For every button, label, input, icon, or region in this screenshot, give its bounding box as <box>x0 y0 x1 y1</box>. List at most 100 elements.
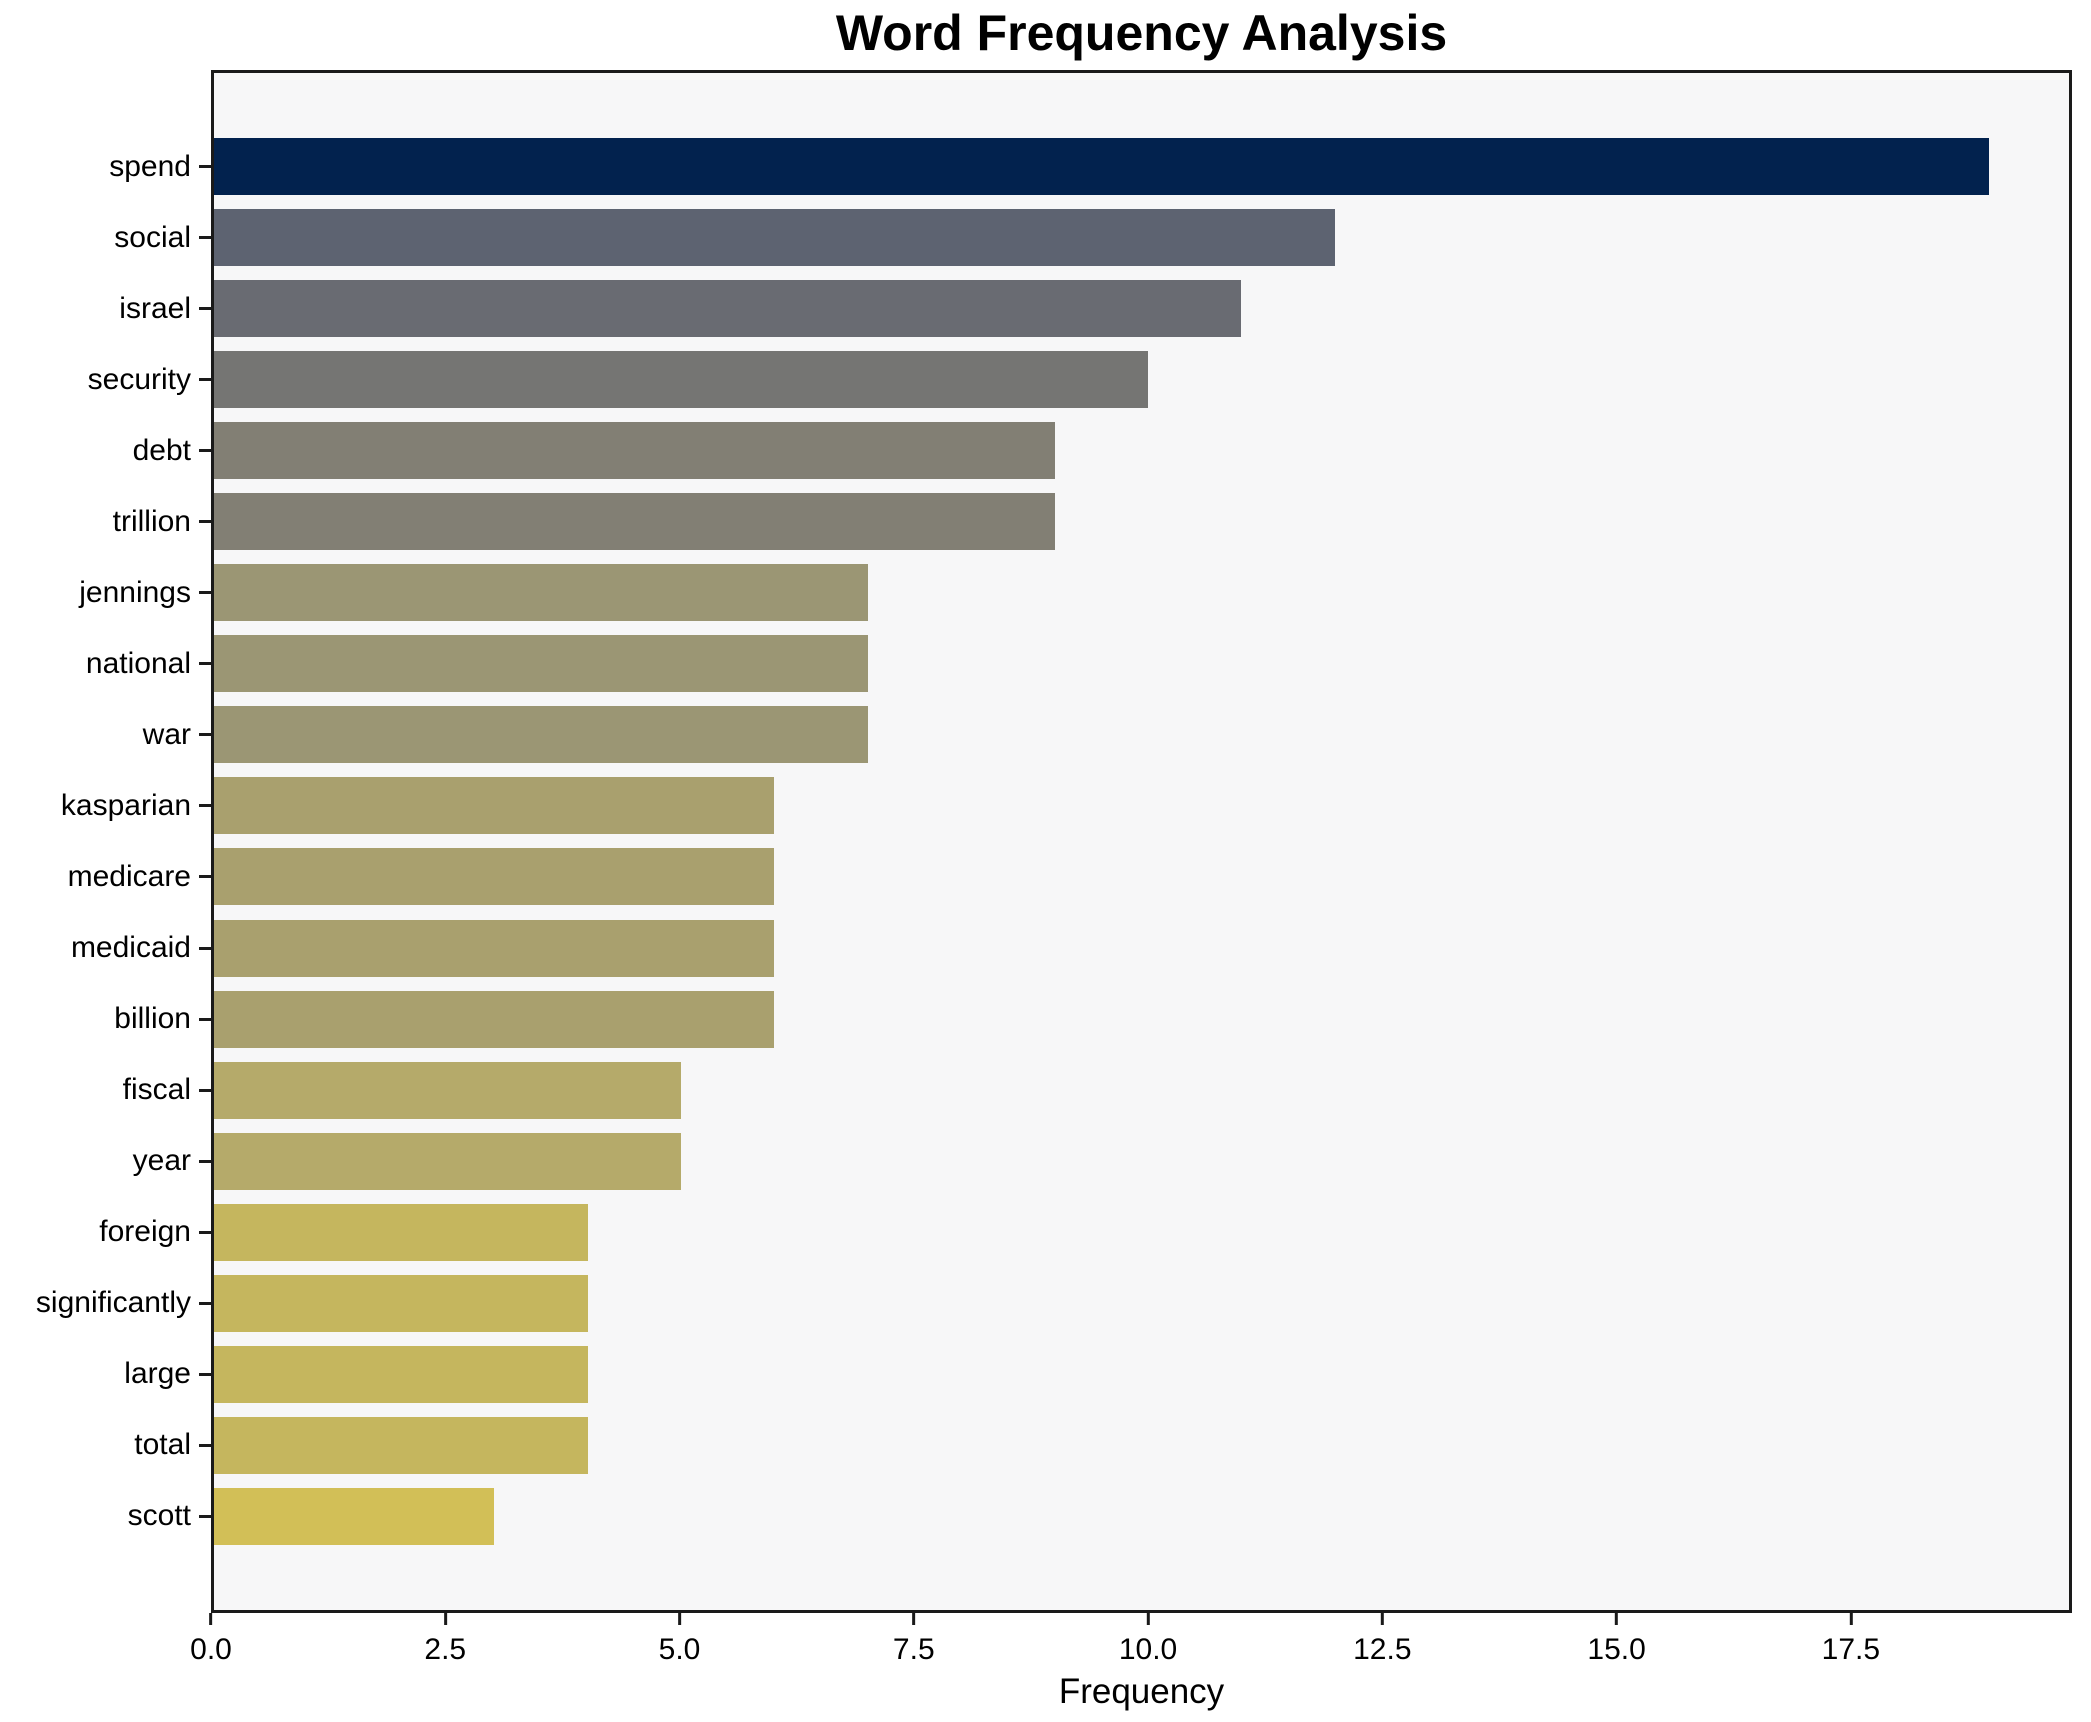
y-tick-label: scott <box>127 1499 191 1533</box>
y-tick-label: trillion <box>112 504 191 538</box>
y-tick-label: total <box>134 1428 191 1462</box>
x-tick: 5.0 <box>658 1613 701 1666</box>
bar <box>214 848 775 906</box>
y-tick: social <box>0 209 211 266</box>
bar-row <box>214 990 2069 1048</box>
plot-area <box>211 70 2072 1613</box>
y-tick-label: kasparian <box>60 788 191 822</box>
bar <box>214 351 1149 409</box>
bar-row <box>214 706 2069 764</box>
x-tick-label: 7.5 <box>892 1633 935 1666</box>
x-tick: 7.5 <box>893 1613 935 1665</box>
y-tick: fiscal <box>0 1062 211 1119</box>
x-tick-label: 5.0 <box>658 1633 701 1666</box>
bar <box>214 1132 682 1190</box>
y-tick: large <box>0 1346 211 1403</box>
y-tick-label: israel <box>119 291 191 325</box>
bar-row <box>214 1203 2069 1261</box>
y-tick-mark <box>199 946 211 950</box>
bar <box>214 1416 588 1474</box>
y-tick-mark <box>199 1088 211 1092</box>
bar <box>214 564 868 622</box>
y-tick: jennings <box>0 564 211 621</box>
y-tick-label: year <box>132 1144 191 1178</box>
y-tick: significantly <box>0 1275 211 1332</box>
y-axis: spend social israel security debt trillion jen… <box>0 73 211 1610</box>
bar-row <box>214 1132 2069 1190</box>
bar <box>214 1203 588 1261</box>
x-tick: 0.0 <box>190 1613 232 1665</box>
x-tick-label: 17.5 <box>1821 1633 1881 1666</box>
y-tick-label: medicaid <box>70 931 191 965</box>
x-tick: 10.0 <box>1119 1613 1177 1665</box>
y-tick-label: jennings <box>79 575 191 609</box>
y-tick-mark <box>199 1514 211 1518</box>
bars-container <box>214 73 2069 1610</box>
y-tick-mark <box>199 733 211 737</box>
bar-row <box>214 351 2069 409</box>
y-tick-label: foreign <box>99 1215 191 1249</box>
bar-row <box>214 1061 2069 1119</box>
x-tick-label: 15.0 <box>1587 1633 1646 1666</box>
y-tick-label: spend <box>109 149 191 183</box>
bar-row <box>214 1274 2069 1332</box>
bar-row <box>214 848 2069 906</box>
y-tick-label: fiscal <box>122 1073 191 1107</box>
bar <box>214 1345 588 1403</box>
y-tick-mark <box>199 1443 211 1447</box>
y-tick-mark <box>199 1230 211 1234</box>
bar <box>214 919 775 977</box>
y-tick-label: social <box>114 220 191 254</box>
bar <box>214 493 1055 551</box>
bar <box>214 777 775 835</box>
bar-row <box>214 280 2069 338</box>
y-tick: war <box>0 706 211 763</box>
bar <box>214 706 868 764</box>
bar <box>214 990 775 1048</box>
y-tick-mark <box>199 662 211 666</box>
y-tick: national <box>0 635 211 692</box>
y-tick-label: security <box>87 362 191 396</box>
x-tick-mark <box>1615 1613 1619 1625</box>
x-tick-label: 10.0 <box>1118 1633 1178 1666</box>
chart-title: Word Frequency Analysis <box>835 5 1448 61</box>
y-tick: foreign <box>0 1204 211 1261</box>
bar <box>214 1061 682 1119</box>
y-tick-mark <box>199 378 211 382</box>
bar-row <box>214 1416 2069 1474</box>
y-tick-mark <box>199 1372 211 1376</box>
y-tick: spend <box>0 138 211 195</box>
bar <box>214 280 1242 338</box>
x-tick: 15.0 <box>1587 1613 1646 1666</box>
x-tick-mark <box>1380 1613 1384 1625</box>
bar <box>214 209 1335 267</box>
bar <box>214 635 868 693</box>
x-tick-label: 2.5 <box>424 1633 467 1666</box>
bar-row <box>214 138 2069 195</box>
y-tick-label: national <box>85 646 191 680</box>
y-tick: trillion <box>0 493 211 550</box>
x-tick: 2.5 <box>424 1613 466 1665</box>
x-tick-mark <box>912 1613 916 1625</box>
bar <box>214 1487 495 1545</box>
y-tick: medicaid <box>0 920 211 977</box>
bar-row <box>214 209 2069 267</box>
bar <box>214 422 1055 480</box>
y-tick-mark <box>199 1017 211 1021</box>
y-tick-mark <box>199 307 211 311</box>
y-tick-label: billion <box>114 1002 191 1036</box>
y-tick-mark <box>199 804 211 808</box>
y-tick: total <box>0 1417 211 1474</box>
bar <box>214 138 1989 195</box>
y-tick-label: war <box>142 717 191 751</box>
bar-row <box>214 919 2069 977</box>
x-tick-mark <box>209 1613 213 1625</box>
x-tick-mark <box>443 1613 447 1625</box>
y-tick: debt <box>0 422 211 479</box>
y-tick-mark <box>199 236 211 240</box>
x-axis-label: Frequency <box>1058 1672 1225 1711</box>
bar-row <box>214 777 2069 835</box>
y-tick: medicare <box>0 848 211 905</box>
y-tick: security <box>0 351 211 408</box>
